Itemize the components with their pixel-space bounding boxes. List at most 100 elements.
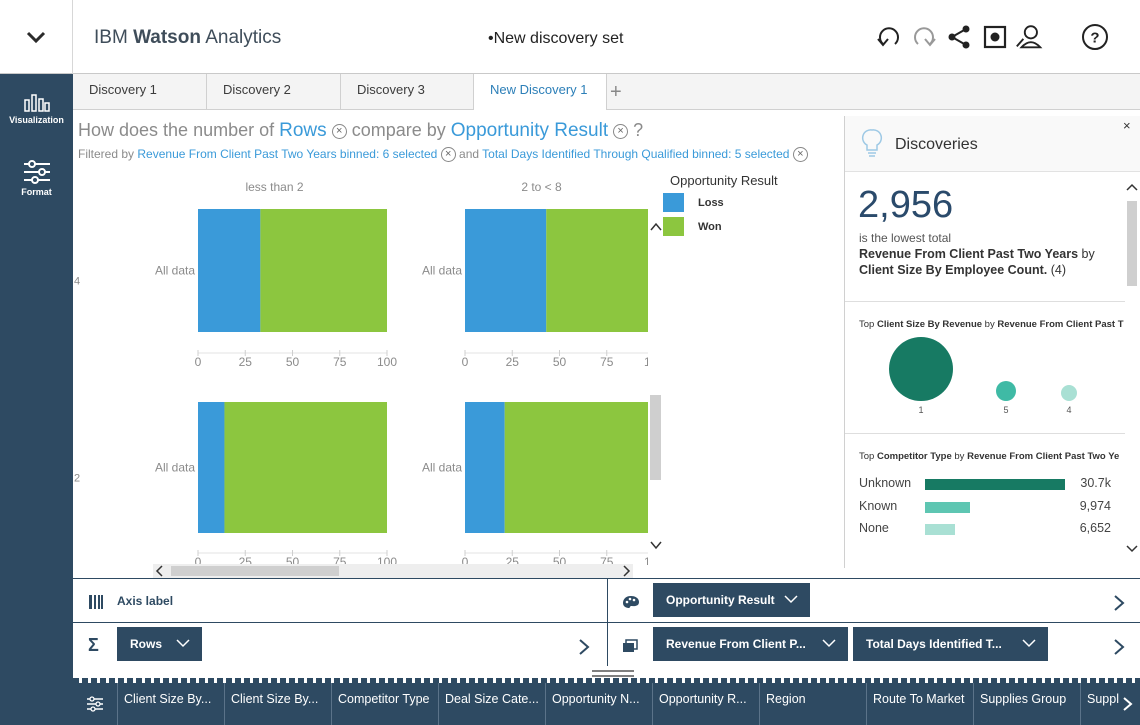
chevron-right-icon[interactable]	[1113, 594, 1125, 612]
sliders-icon[interactable]	[86, 696, 104, 712]
bar-fill	[925, 524, 955, 535]
bar-value: 6,652	[1079, 521, 1111, 535]
column-client-size-2[interactable]: Client Size By...	[224, 683, 331, 725]
insight-joiner: by	[1081, 247, 1095, 261]
insight-description[interactable]: Revenue From Client Past Two Years by Cl…	[859, 246, 1119, 278]
bubble-4[interactable]	[1061, 385, 1077, 401]
tab-discovery-3[interactable]: Discovery 3	[341, 74, 474, 109]
chevron-down-icon	[176, 639, 190, 648]
x-tick-label: 25	[506, 555, 520, 569]
legend-title: Opportunity Result	[670, 173, 778, 188]
category-label: All data	[155, 264, 195, 278]
svg-text:?: ?	[1090, 30, 1099, 47]
bar-fill	[925, 502, 970, 513]
chart-legend: Opportunity Result Loss Won	[663, 173, 778, 236]
bar-won	[504, 402, 648, 533]
format-label: Format	[21, 187, 52, 197]
column-deal-size[interactable]: Deal Size Cate...	[438, 683, 545, 725]
document-title[interactable]: •New discovery set	[488, 30, 624, 47]
chevron-down-icon	[822, 639, 836, 648]
pill-label: Rows	[130, 637, 163, 651]
column-client-size-1[interactable]: Client Size By...	[117, 683, 224, 725]
remove-filter-icon[interactable]: ×	[440, 147, 456, 163]
bubble-chart[interactable]: 1 5 4	[845, 331, 1125, 421]
discoveries-title: Discoveries	[895, 136, 978, 153]
axis-label-slot[interactable]: Axis label	[73, 578, 608, 622]
column-competitor-type[interactable]: Competitor Type	[331, 683, 438, 725]
competitor-bar-unknown[interactable]: Unknown 30.7k	[859, 476, 1111, 492]
format-button[interactable]: Format	[0, 160, 73, 197]
column-region[interactable]: Region	[759, 683, 866, 725]
close-icon[interactable]: ×	[1123, 118, 1131, 133]
remove-measure-icon[interactable]: ×	[331, 123, 347, 139]
bubble-title-dimension: Client Size By Revenue	[876, 319, 983, 330]
panel-scrollbar[interactable]	[1123, 176, 1140, 568]
share-icon[interactable]	[944, 22, 974, 52]
chevron-down-icon	[650, 541, 662, 550]
help-icon[interactable]: ?	[1080, 22, 1110, 52]
bubble-label-1: 1	[918, 405, 923, 415]
measure-slot[interactable]: Σ Rows	[73, 622, 608, 666]
bubble-1[interactable]	[889, 337, 953, 401]
snapshot-icon[interactable]	[980, 22, 1010, 52]
chevron-right-icon[interactable]	[1122, 696, 1134, 712]
tab-new-discovery-1[interactable]: New Discovery 1	[474, 74, 607, 110]
remove-dimension-icon[interactable]: ×	[613, 123, 629, 139]
x-tick-label: 75	[600, 555, 614, 569]
lightbulb-icon	[861, 129, 883, 157]
brand-analytics: Analytics	[205, 27, 282, 48]
undo-icon[interactable]	[874, 22, 904, 52]
tab-discovery-2[interactable]: Discovery 2	[207, 74, 341, 109]
column-opportunity-r[interactable]: Opportunity R...	[652, 683, 759, 725]
revenue-pill[interactable]: Revenue From Client P...	[653, 627, 848, 661]
question-measure[interactable]: Rows	[279, 120, 327, 141]
chart-vscroll-thumb	[650, 395, 661, 480]
add-tab-button[interactable]: +	[610, 81, 622, 103]
remove-filter-icon[interactable]: ×	[792, 147, 808, 163]
bars-card-title: Top Competitor Type by Revenue From Clie…	[859, 451, 1119, 462]
legend-item-won[interactable]: Won	[663, 217, 778, 236]
question-dimension[interactable]: Opportunity Result	[450, 120, 609, 141]
question-suffix: ?	[633, 120, 644, 140]
competitor-bar-none[interactable]: None 6,652	[859, 521, 1111, 537]
redo-icon[interactable]	[909, 22, 939, 52]
rows-pill[interactable]: Rows	[117, 627, 202, 661]
total-days-pill[interactable]: Total Days Identified T...	[853, 627, 1048, 661]
insight-number: 2,956	[858, 184, 954, 226]
visualization-button[interactable]: Visualization	[0, 92, 73, 125]
tab-discovery-1[interactable]: Discovery 1	[73, 74, 207, 109]
x-tick-label: 25	[239, 355, 253, 369]
repeat-slot[interactable]: Revenue From Client P... Total Days Iden…	[607, 622, 1140, 666]
competitor-bar-known[interactable]: Known 9,974	[859, 499, 1111, 515]
column-opportunity-n[interactable]: Opportunity N...	[545, 683, 652, 725]
bar-fill	[925, 479, 1065, 490]
question-prefix: How does the number of	[78, 120, 275, 140]
main-menu-button[interactable]	[0, 0, 73, 74]
column-supplies-partial[interactable]: Suppl	[1080, 683, 1120, 725]
bubble-5[interactable]	[996, 381, 1016, 401]
filter-line: Filtered by Revenue From Client Past Two…	[78, 147, 808, 163]
legend-item-loss[interactable]: Loss	[663, 193, 778, 212]
legend-swatch-loss	[663, 193, 684, 212]
color-slot[interactable]: Opportunity Result	[607, 578, 1140, 622]
resize-handle[interactable]	[590, 668, 636, 680]
column-route-to-market[interactable]: Route To Market	[866, 683, 973, 725]
x-tick-label: 25	[239, 555, 253, 569]
column-supplies-group[interactable]: Supplies Group	[973, 683, 1080, 725]
insight-measure: Revenue From Client Past Two Years	[859, 247, 1079, 261]
chart-vscroll-track	[648, 210, 664, 550]
user-icon[interactable]	[1014, 22, 1044, 52]
chevron-right-icon[interactable]	[1113, 638, 1125, 656]
category-label: All data	[422, 264, 462, 278]
chevron-right-icon[interactable]	[578, 638, 590, 656]
bar-label: Unknown	[859, 476, 912, 490]
opportunity-result-pill[interactable]: Opportunity Result	[653, 583, 810, 617]
x-tick-label: 0	[195, 555, 202, 569]
axis-label-text: Axis label	[117, 594, 174, 608]
filter-revenue[interactable]: Revenue From Client Past Two Years binne…	[137, 147, 438, 161]
bar-won	[546, 209, 648, 332]
chevron-up-icon	[650, 222, 662, 231]
discoveries-panel: Discoveries × 2,956 is the lowest total …	[844, 116, 1140, 568]
filter-days[interactable]: Total Days Identified Through Qualified …	[482, 147, 790, 161]
divider	[845, 433, 1125, 434]
